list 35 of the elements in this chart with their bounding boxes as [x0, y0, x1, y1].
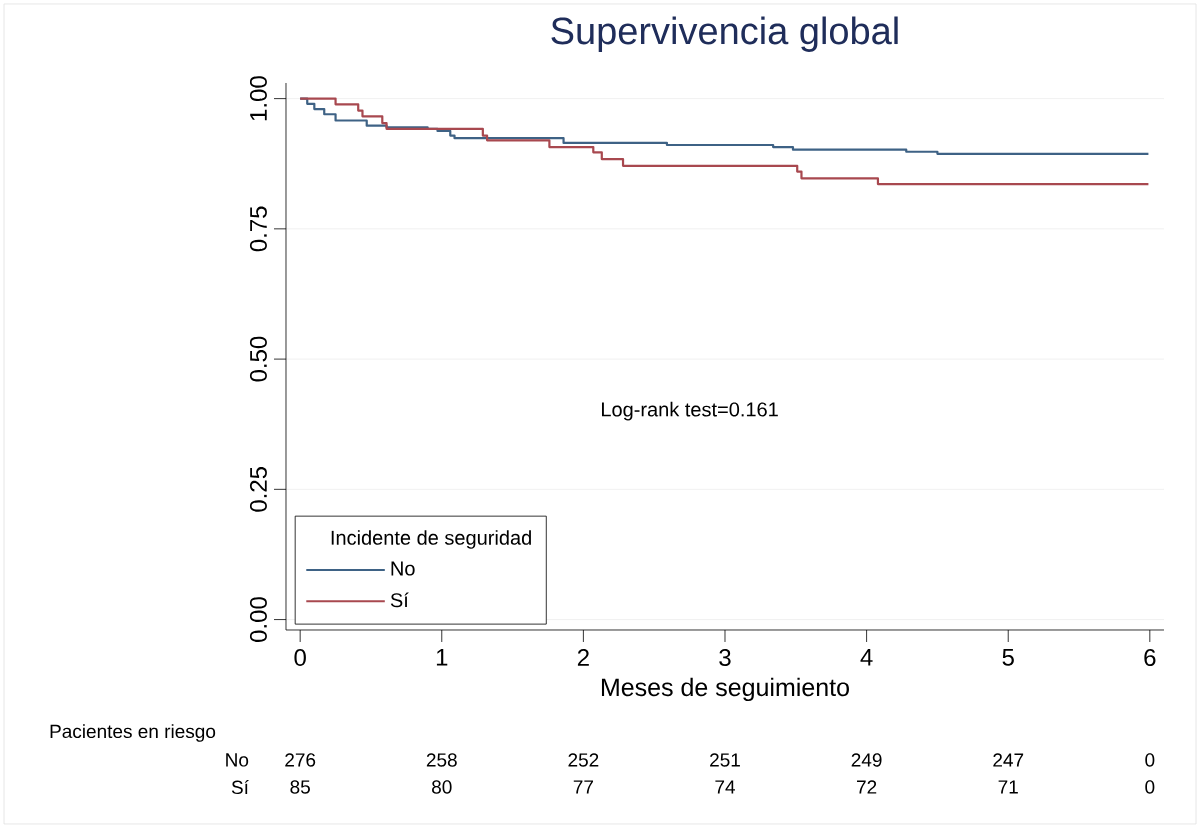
text: 0	[1145, 753, 1155, 767]
chart-title: Supervivencia global	[551, 16, 898, 52]
legend-label: No	[391, 561, 415, 576]
text: Sí	[231, 779, 249, 795]
annotation: Log-rank test=0.161	[602, 401, 778, 421]
text: 74	[715, 780, 735, 794]
text: 0	[1145, 780, 1155, 794]
x-tick-label: 4	[860, 649, 873, 666]
text: 72	[857, 780, 877, 794]
text: 276	[285, 753, 316, 767]
x-tick-label: 5	[1002, 649, 1014, 666]
y-tick-label: 0.00	[249, 597, 267, 642]
x-tick-label: 0	[294, 649, 306, 667]
x-tick-label: 6	[1144, 649, 1156, 667]
text: 77	[573, 780, 594, 794]
text: No	[226, 753, 249, 767]
text: 85	[290, 780, 310, 794]
legend-label: Sí	[390, 592, 409, 608]
text: 71	[998, 780, 1018, 794]
text: 249	[851, 753, 882, 767]
x-tick-label: 1	[436, 649, 448, 666]
x-tick-label: 3	[719, 649, 731, 667]
text: 258	[426, 753, 457, 767]
text: 252	[568, 753, 599, 767]
x-axis-title: Meses de seguimiento	[601, 677, 849, 702]
x-tick-label: 2	[577, 649, 589, 666]
legend-title: Incidente de seguridad	[331, 530, 531, 549]
text: Pacientes en riesgo	[50, 724, 216, 742]
y-tick-label: 0.50	[249, 336, 267, 382]
y-tick-label: 0.75	[249, 206, 267, 252]
y-tick-label: 0.25	[249, 467, 267, 512]
text: 247	[993, 753, 1024, 767]
text: 80	[432, 780, 452, 794]
y-tick-label: 1.00	[249, 76, 267, 121]
text: 251	[710, 753, 740, 767]
